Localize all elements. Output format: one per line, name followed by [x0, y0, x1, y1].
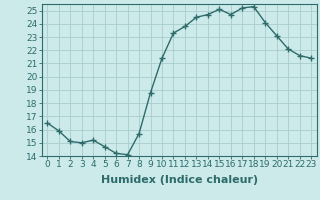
X-axis label: Humidex (Indice chaleur): Humidex (Indice chaleur)	[100, 175, 258, 185]
